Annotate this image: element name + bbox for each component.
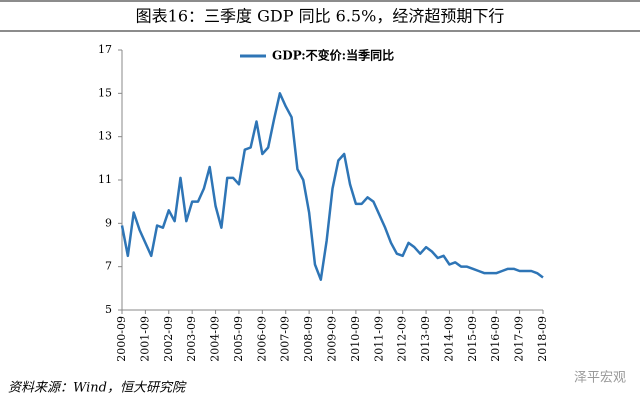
y-tick-label: 5 bbox=[105, 303, 112, 316]
y-tick-label: 7 bbox=[105, 260, 112, 273]
x-tick-label: 2001-09 bbox=[138, 316, 151, 362]
x-tick-label: 2009-09 bbox=[326, 316, 339, 362]
x-tick-label: 2002-09 bbox=[162, 316, 175, 362]
x-tick-label: 2006-09 bbox=[255, 316, 268, 362]
x-tick-label: 2000-09 bbox=[115, 316, 128, 362]
x-tick-label: 2018-09 bbox=[536, 316, 549, 362]
watermark: 泽平宏观 bbox=[574, 371, 626, 386]
x-tick-label: 2004-09 bbox=[209, 316, 222, 362]
x-tick-label: 2014-09 bbox=[442, 316, 455, 362]
y-tick-label: 9 bbox=[105, 216, 112, 229]
y-tick-label: 13 bbox=[98, 130, 112, 143]
y-tick-label: 17 bbox=[98, 43, 112, 56]
x-tick-label: 2017-09 bbox=[513, 316, 526, 362]
x-tick-label: 2013-09 bbox=[419, 316, 432, 362]
x-tick-label: 2008-09 bbox=[302, 316, 315, 362]
chart-title: 图表16：三季度 GDP 同比 6.5%，经济超预期下行 bbox=[136, 7, 505, 26]
x-tick-label: 2005-09 bbox=[232, 316, 245, 362]
x-tick-label: 2003-09 bbox=[185, 316, 198, 362]
x-tick-label: 2010-09 bbox=[349, 316, 362, 362]
x-tick-label: 2007-09 bbox=[279, 316, 292, 362]
x-tick-label: 2011-09 bbox=[372, 316, 385, 362]
legend-label: GDP:不变价:当季同比 bbox=[272, 48, 394, 63]
x-tick-label: 2016-09 bbox=[489, 316, 502, 362]
y-tick-label: 11 bbox=[98, 173, 112, 186]
x-tick-label: 2012-09 bbox=[396, 316, 409, 362]
y-tick-label: 15 bbox=[98, 86, 112, 99]
source-note: 资料来源：Wind，恒大研究院 bbox=[8, 380, 187, 396]
x-tick-label: 2015-09 bbox=[466, 316, 479, 362]
data-line bbox=[120, 92, 544, 281]
